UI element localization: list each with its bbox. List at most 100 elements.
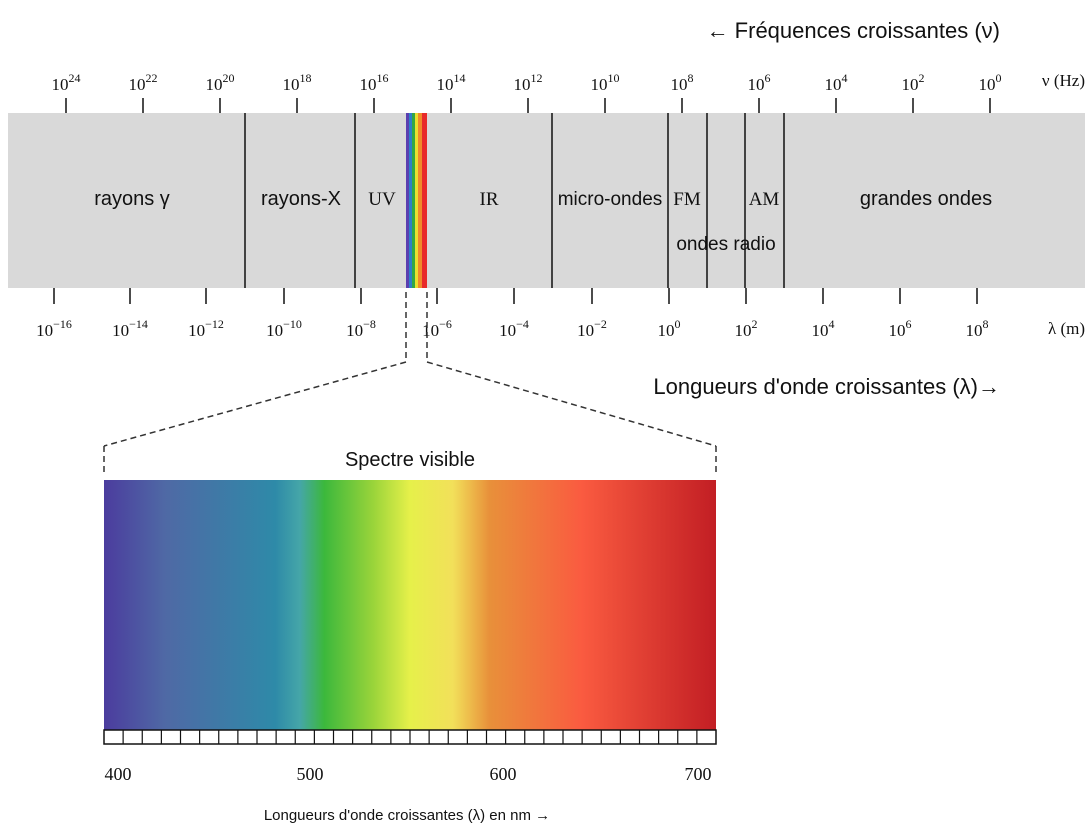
frequency-tick-base: 10 <box>514 75 531 94</box>
frequency-tick-label: 1016 <box>360 71 389 94</box>
wavelength-tick-label: 10−4 <box>499 317 529 340</box>
band-fm-label: FM <box>673 189 701 210</box>
wavelength-tick-base: 10 <box>812 321 829 340</box>
frequency-tick-label: 104 <box>825 71 848 94</box>
frequency-tick-exponent: 14 <box>454 71 466 85</box>
visible-axis-label: 600 <box>490 764 517 784</box>
frequency-tick-label: 102 <box>902 71 925 94</box>
frequency-tick-label: 100 <box>979 71 1002 94</box>
wavelength-tick-exponent: 2 <box>752 317 758 331</box>
wavelength-tick-base: 10 <box>499 321 516 340</box>
wavelength-tick-base: 10 <box>735 321 752 340</box>
frequency-tick-base: 10 <box>360 75 377 94</box>
frequency-tick-exponent: 8 <box>688 71 694 85</box>
band-gamma-label: rayons γ <box>94 188 170 210</box>
wavelength-tick-label: 10−12 <box>188 317 224 340</box>
visible-axis-label: 400 <box>105 764 132 784</box>
wavelength-tick-exponent: 4 <box>829 317 835 331</box>
wavelength-tick-exponent: −6 <box>439 317 452 331</box>
frequency-tick-label: 1024 <box>52 71 81 94</box>
frequency-tick-label: 1014 <box>437 71 466 94</box>
frequency-tick-exponent: 10 <box>608 71 620 85</box>
frequency-tick-exponent: 16 <box>377 71 389 85</box>
frequency-tick-base: 10 <box>591 75 608 94</box>
frequency-tick-base: 10 <box>671 75 688 94</box>
band-xray-label: rayons-X <box>261 188 341 210</box>
wavelength-tick-label: 106 <box>889 317 912 340</box>
wavelength-tick-base: 10 <box>346 321 363 340</box>
wavelength-tick-exponent: −12 <box>205 317 224 331</box>
frequency-tick-exponent: 0 <box>996 71 1002 85</box>
frequency-tick-label: 1020 <box>206 71 235 94</box>
frequency-axis-unit: ν (Hz) <box>1042 71 1085 90</box>
frequency-tick-base: 10 <box>902 75 919 94</box>
wavelength-tick-base: 10 <box>889 321 906 340</box>
band-longwave-label: grandes ondes <box>860 188 992 210</box>
frequency-tick-base: 10 <box>52 75 69 94</box>
frequency-tick-exponent: 24 <box>69 71 81 85</box>
wavelength-tick-label: 10−14 <box>112 317 148 340</box>
wavelength-tick-label: 10−16 <box>36 317 72 340</box>
visible-axis-label: 700 <box>685 764 712 784</box>
frequency-tick-exponent: 22 <box>146 71 158 85</box>
visible-spectrum-title: Spectre visible <box>345 449 475 471</box>
frequency-tick-exponent: 12 <box>531 71 543 85</box>
frequency-tick-exponent: 20 <box>223 71 235 85</box>
band-radio-label: ondes radio <box>676 234 775 255</box>
wavelength-axis-unit: λ (m) <box>1048 319 1085 338</box>
band-microwave-label: micro-ondes <box>558 189 663 210</box>
wavelength-direction-title: Longueurs d'onde croissantes (λ)→ <box>653 374 1000 399</box>
wavelength-tick-label: 108 <box>966 317 989 340</box>
wavelength-tick-labels: 10−16 10−14 10−12 10−10 10−8 10−6 10−4 10−2 100 1… <box>36 317 988 340</box>
frequency-tick-base: 10 <box>206 75 223 94</box>
frequency-tick-base: 10 <box>825 75 842 94</box>
frequency-tick-label: 1012 <box>514 71 543 94</box>
visible-axis-title: Longueurs d'onde croissantes (λ) en nm → <box>264 807 550 824</box>
band-separators <box>244 113 785 288</box>
wavelength-tick-base: 10 <box>266 321 283 340</box>
wavelength-tick-label: 102 <box>735 317 758 340</box>
wavelength-tick-base: 10 <box>422 321 439 340</box>
zoom-lines <box>103 292 717 475</box>
frequency-tick-label: 1010 <box>591 71 620 94</box>
frequency-ticks <box>65 98 991 113</box>
frequency-direction-title: ← Fréquences croissantes (ν) <box>707 18 1000 43</box>
wavelength-tick-exponent: 8 <box>983 317 989 331</box>
wavelength-tick-label: 10−8 <box>346 317 376 340</box>
wavelength-tick-exponent: 0 <box>675 317 681 331</box>
band-am-label: AM <box>749 189 780 210</box>
frequency-tick-base: 10 <box>748 75 765 94</box>
wavelength-tick-base: 10 <box>577 321 594 340</box>
wavelength-tick-base: 10 <box>112 321 129 340</box>
visible-spectrum-gradient <box>104 480 716 730</box>
spectrum-bar <box>8 113 1085 288</box>
wavelength-tick-label: 10−2 <box>577 317 607 340</box>
frequency-tick-labels: 1024 1022 1020 1018 1016 1014 1012 1010 108 106 10… <box>52 71 1002 94</box>
frequency-tick-label: 1022 <box>129 71 158 94</box>
wavelength-tick-label: 100 <box>658 317 681 340</box>
wavelength-tick-base: 10 <box>658 321 675 340</box>
wavelength-ticks <box>53 288 978 304</box>
wavelength-tick-exponent: −16 <box>53 317 72 331</box>
wavelength-tick-exponent: −10 <box>283 317 302 331</box>
wavelength-tick-label: 104 <box>812 317 835 340</box>
frequency-tick-base: 10 <box>437 75 454 94</box>
visible-axis-labels: 400 500 600 700 <box>105 764 712 784</box>
frequency-tick-exponent: 18 <box>300 71 312 85</box>
frequency-tick-label: 108 <box>671 71 694 94</box>
wavelength-tick-base: 10 <box>36 321 53 340</box>
frequency-tick-base: 10 <box>129 75 146 94</box>
wavelength-tick-exponent: −8 <box>363 317 376 331</box>
band-ir-label: IR <box>480 189 499 210</box>
frequency-tick-label: 106 <box>748 71 771 94</box>
wavelength-tick-exponent: −4 <box>516 317 529 331</box>
wavelength-tick-exponent: −2 <box>594 317 607 331</box>
frequency-tick-exponent: 2 <box>919 71 925 85</box>
frequency-tick-label: 1018 <box>283 71 312 94</box>
frequency-tick-base: 10 <box>979 75 996 94</box>
visible-axis-label: 500 <box>297 764 324 784</box>
wavelength-tick-label: 10−10 <box>266 317 302 340</box>
wavelength-tick-base: 10 <box>966 321 983 340</box>
band-uv-label: UV <box>368 189 396 210</box>
